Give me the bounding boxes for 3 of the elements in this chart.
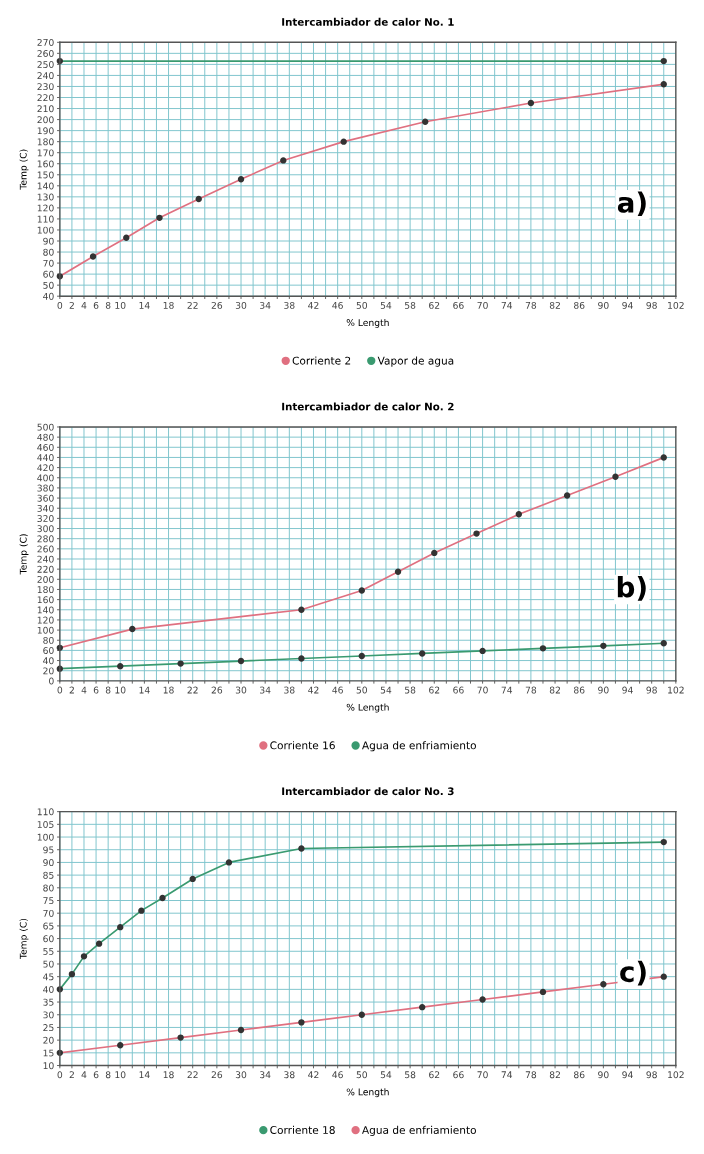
annotation: c): [620, 960, 646, 986]
annotation: b): [617, 576, 646, 601]
annotation: a): [617, 191, 646, 217]
